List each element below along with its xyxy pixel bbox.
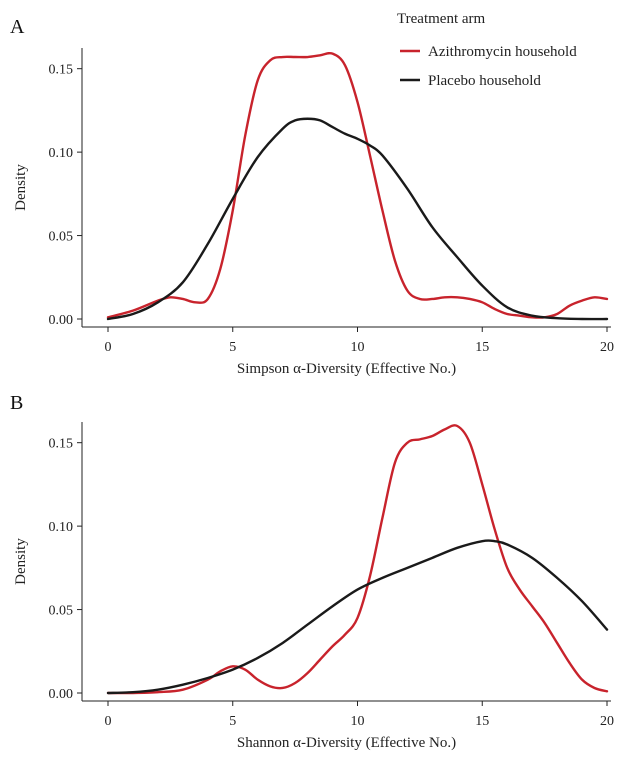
- y-tick-label: 0.05: [49, 604, 74, 619]
- y-axis-title: Density: [13, 164, 29, 211]
- x-axis-title: Shannon α-Diversity (Effective No.): [237, 735, 456, 751]
- y-tick-label: 0.15: [49, 437, 74, 452]
- y-axis-title: Density: [13, 538, 29, 585]
- x-tick-label: 20: [600, 340, 614, 355]
- x-tick-label: 0: [105, 714, 112, 729]
- x-tick-label: 5: [229, 340, 236, 355]
- y-tick-label: 0.15: [49, 63, 74, 78]
- y-tick-label: 0.00: [49, 313, 74, 328]
- series-line-azithromycin: [106, 51, 609, 319]
- x-tick-label: 10: [351, 340, 365, 355]
- y-tick-label: 0.05: [49, 230, 74, 245]
- legend-title: Treatment arm: [397, 11, 486, 27]
- x-tick-label: 10: [351, 714, 365, 729]
- x-tick-label: 0: [105, 340, 112, 355]
- y-tick-label: 0.10: [49, 146, 74, 161]
- series-line-placebo: [106, 539, 609, 695]
- panel-label-a: A: [10, 16, 25, 38]
- x-tick-label: 15: [475, 714, 489, 729]
- y-tick-label: 0.10: [49, 520, 74, 535]
- legend: Treatment arm Azithromycin household Pla…: [397, 11, 577, 89]
- panel-b: B 0.00 0.05 0.10 0.15 0 5 10 15 20 Shannon α-Dive…: [10, 392, 614, 751]
- x-tick-label: 5: [229, 714, 236, 729]
- x-tick-label: 15: [475, 340, 489, 355]
- legend-label-azithromycin: Azithromycin household: [428, 44, 577, 60]
- legend-label-placebo: Placebo household: [428, 73, 541, 89]
- series-line-placebo: [106, 117, 609, 321]
- panel-label-b: B: [10, 392, 23, 414]
- y-tick-label: 0.00: [49, 687, 74, 702]
- x-tick-label: 20: [600, 714, 614, 729]
- x-axis-title: Simpson α-Diversity (Effective No.): [237, 361, 456, 377]
- series-line-azithromycin: [106, 424, 609, 695]
- panel-a: A Treatment arm Azithromycin household P…: [10, 11, 614, 377]
